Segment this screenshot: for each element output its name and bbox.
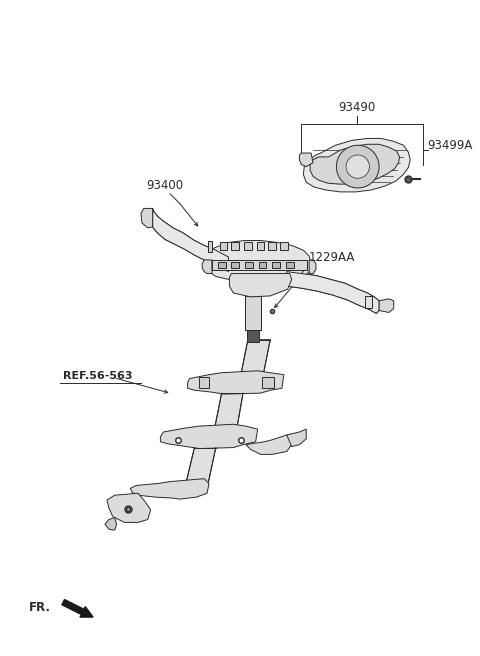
Text: REF.56-563: REF.56-563 [63, 371, 132, 380]
Polygon shape [300, 153, 313, 167]
Polygon shape [153, 209, 228, 272]
Polygon shape [364, 296, 372, 308]
Polygon shape [220, 243, 228, 250]
Polygon shape [346, 155, 370, 178]
Polygon shape [244, 243, 252, 250]
Polygon shape [240, 340, 270, 379]
Polygon shape [303, 138, 410, 192]
Polygon shape [245, 262, 253, 268]
Polygon shape [188, 371, 284, 394]
Polygon shape [287, 272, 379, 314]
Polygon shape [107, 493, 151, 522]
Polygon shape [231, 262, 239, 268]
FancyArrow shape [62, 600, 93, 617]
Polygon shape [212, 260, 307, 270]
Polygon shape [247, 330, 259, 342]
Polygon shape [130, 479, 209, 499]
Polygon shape [160, 424, 258, 449]
Polygon shape [208, 241, 212, 252]
Text: 93490: 93490 [338, 101, 375, 114]
Polygon shape [309, 260, 316, 274]
Polygon shape [272, 262, 280, 268]
Polygon shape [218, 262, 226, 268]
Polygon shape [286, 262, 294, 268]
Polygon shape [379, 299, 394, 312]
Polygon shape [257, 243, 264, 250]
Polygon shape [105, 518, 117, 530]
Text: FR.: FR. [29, 600, 51, 613]
Polygon shape [259, 262, 266, 268]
Text: 93400: 93400 [147, 179, 184, 192]
Polygon shape [206, 241, 311, 283]
Polygon shape [310, 144, 399, 184]
Polygon shape [246, 435, 294, 455]
Polygon shape [199, 377, 209, 388]
Text: 1229AA: 1229AA [309, 251, 356, 264]
Polygon shape [229, 274, 292, 297]
Polygon shape [280, 243, 288, 250]
Polygon shape [268, 243, 276, 250]
Polygon shape [263, 377, 274, 388]
Text: 93499A: 93499A [428, 138, 473, 152]
Polygon shape [202, 260, 212, 274]
Polygon shape [245, 296, 261, 330]
Polygon shape [287, 429, 306, 447]
Polygon shape [185, 447, 216, 489]
Polygon shape [141, 209, 153, 228]
Polygon shape [214, 393, 243, 432]
Polygon shape [336, 145, 379, 188]
Polygon shape [231, 243, 239, 250]
